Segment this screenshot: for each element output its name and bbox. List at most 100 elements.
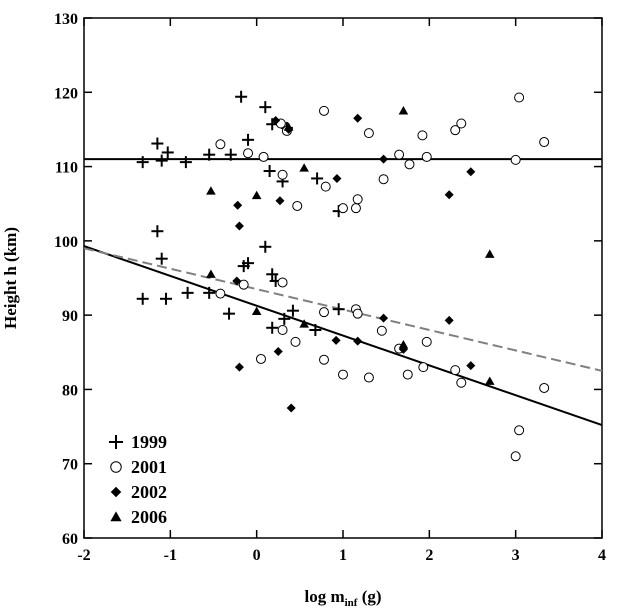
point-2001 (215, 288, 226, 299)
point-2001 (450, 125, 461, 136)
x-tick-label: 4 (598, 547, 606, 564)
y-tick-label: 70 (62, 457, 78, 474)
point-2001 (514, 92, 525, 103)
x-tick-label: -2 (77, 547, 90, 564)
point-2002 (275, 196, 285, 206)
fit-lines (83, 158, 603, 427)
point-2001 (394, 149, 405, 160)
solid-fit-line (83, 245, 603, 427)
point-2002 (353, 113, 363, 123)
y-tick-label: 130 (54, 11, 78, 28)
point-1999 (161, 146, 174, 159)
legend-marker-2006 (110, 511, 122, 522)
x-axis-title-subscript: inf (345, 597, 358, 609)
y-tick-label: 90 (62, 308, 78, 325)
point-2002 (466, 167, 476, 177)
point-2001 (363, 128, 374, 139)
x-tick-label: 2 (425, 547, 433, 564)
point-2002 (379, 313, 389, 323)
point-2006 (299, 319, 309, 328)
point-2006 (251, 190, 262, 200)
point-1999 (203, 148, 216, 161)
axis-ticks (83, 17, 603, 539)
data-points (136, 90, 550, 462)
legend-label-2006: 2006 (131, 507, 167, 527)
x-axis-title-unit: (g) (357, 587, 381, 606)
point-2006 (206, 269, 216, 278)
point-2006 (484, 376, 495, 385)
legend-marker-1999 (109, 435, 123, 449)
point-1999 (235, 90, 248, 103)
point-2001 (539, 382, 550, 393)
point-2001 (352, 308, 363, 319)
point-1999 (286, 304, 299, 317)
point-2001 (378, 174, 389, 185)
point-2001 (243, 148, 254, 159)
point-1999 (309, 324, 322, 336)
point-2001 (418, 362, 429, 373)
point-2002 (234, 221, 244, 231)
point-2001 (456, 377, 467, 388)
point-1999 (332, 303, 345, 316)
point-1999 (223, 307, 236, 320)
legend: 1999 2001 2002 2006 (109, 432, 167, 527)
legend-marker-2001 (110, 461, 122, 473)
point-2006 (251, 306, 262, 316)
y-tick-label: 110 (55, 160, 78, 177)
point-1999 (155, 154, 168, 167)
point-2001 (514, 425, 525, 436)
point-2001 (255, 353, 266, 364)
point-1999 (224, 148, 237, 161)
point-2002 (444, 315, 454, 325)
point-2001 (277, 169, 288, 180)
point-2006 (299, 163, 309, 172)
legend-marker-2002 (110, 486, 122, 498)
point-2002 (286, 403, 296, 413)
point-2002 (273, 347, 283, 357)
point-2001 (421, 151, 432, 162)
point-2002 (444, 190, 454, 200)
point-2006 (206, 186, 216, 195)
point-2001 (215, 139, 226, 150)
point-2002 (232, 276, 242, 286)
legend-label-2001: 2001 (131, 457, 167, 477)
dashed-fit-line (83, 247, 603, 372)
point-2001 (338, 203, 348, 214)
point-2001 (258, 151, 269, 162)
x-tick-label: 0 (253, 547, 261, 564)
point-2001 (402, 369, 413, 380)
point-2001 (350, 203, 361, 214)
point-1999 (263, 165, 276, 178)
point-2001 (456, 118, 467, 129)
point-1999 (266, 268, 279, 281)
point-2001 (510, 451, 521, 462)
y-tick-label: 100 (54, 234, 78, 251)
point-2001 (450, 365, 461, 376)
point-2001 (404, 159, 415, 170)
y-tick-label: 60 (62, 531, 78, 548)
point-2001 (338, 369, 348, 380)
point-1999 (179, 156, 192, 169)
point-2006 (398, 106, 409, 115)
point-2001 (352, 194, 363, 205)
point-2001 (320, 181, 331, 192)
point-1999 (266, 321, 279, 334)
point-2001 (319, 307, 330, 318)
point-2001 (376, 325, 387, 336)
point-2001 (277, 325, 288, 335)
point-2001 (539, 137, 550, 148)
point-2002 (332, 173, 342, 183)
point-2001 (292, 200, 303, 211)
point-2006 (398, 340, 409, 349)
point-2006 (484, 249, 495, 258)
point-2001 (277, 277, 288, 288)
point-1999 (181, 286, 194, 299)
legend-label-1999: 1999 (131, 432, 167, 452)
point-2001 (417, 130, 428, 141)
point-1999 (155, 252, 168, 265)
point-1999 (278, 312, 291, 325)
y-tick-label: 80 (62, 382, 78, 399)
x-axis-title-main: log m (304, 587, 344, 606)
point-2002 (233, 200, 243, 210)
